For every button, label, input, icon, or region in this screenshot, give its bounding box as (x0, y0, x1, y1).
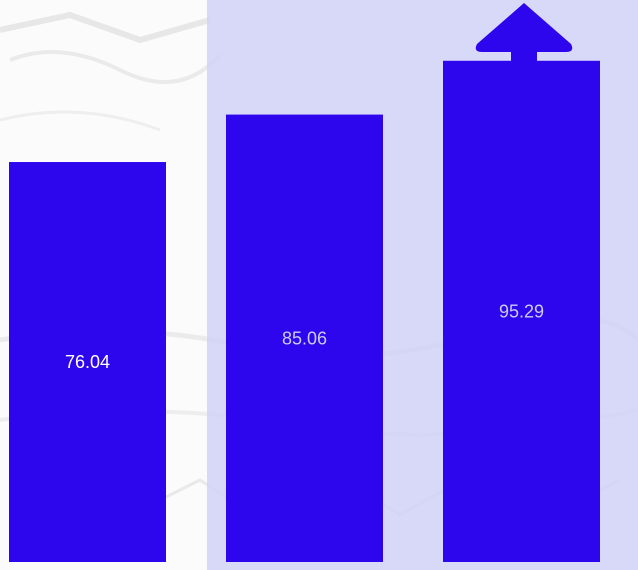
trend-up-arrow-icon (475, 3, 573, 88)
bar-1 (9, 162, 166, 562)
bar-3 (443, 60, 600, 563)
bar-label-3: 95.29 (499, 301, 544, 321)
bar-2 (226, 114, 383, 562)
bar-label-2: 85.06 (282, 328, 327, 348)
labels-group: 76.04 85.06 95.29 (65, 301, 544, 372)
bar-label-1: 76.04 (65, 352, 110, 372)
bars-group (9, 60, 600, 563)
